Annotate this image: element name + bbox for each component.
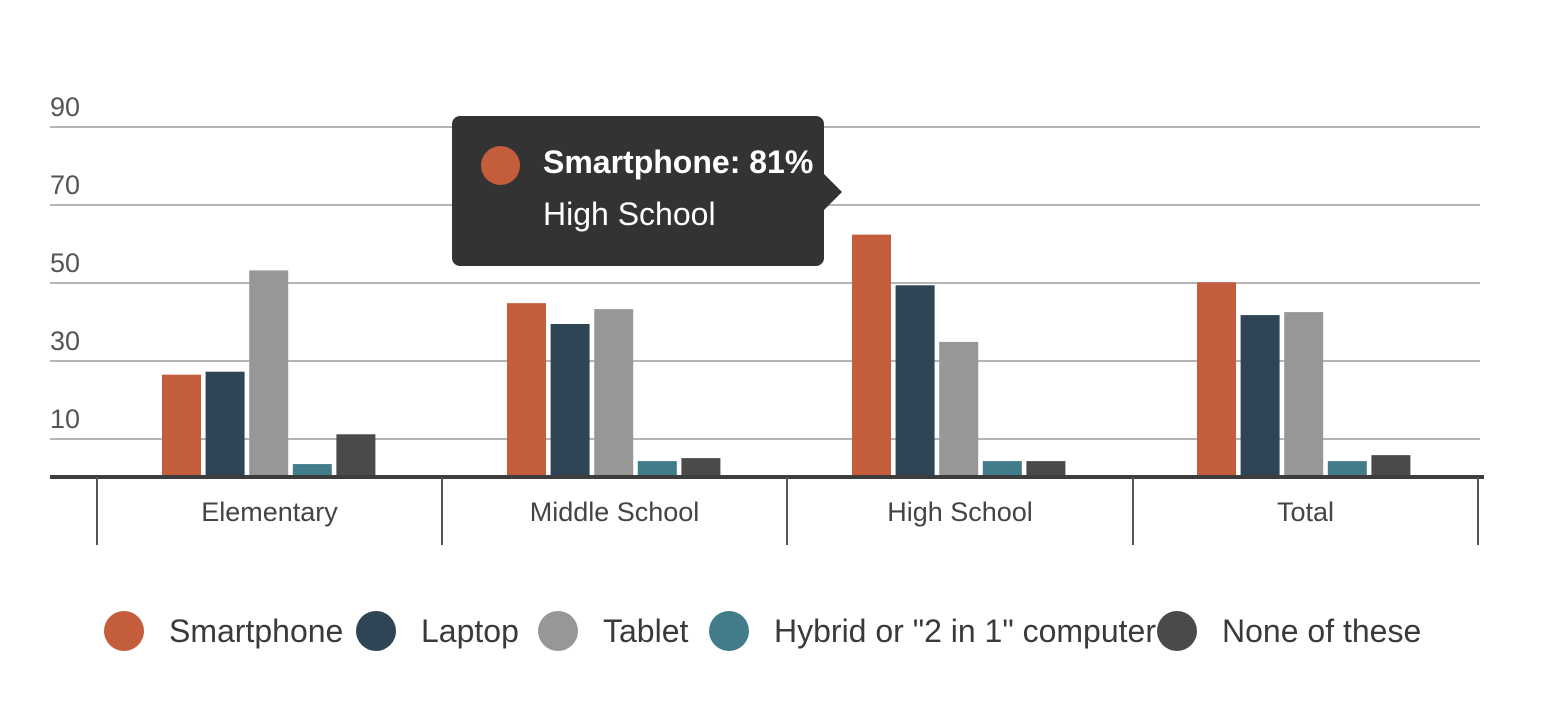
bar-none-of-these-high-school bbox=[1026, 461, 1066, 476]
bar-laptop-middle-school bbox=[550, 324, 590, 476]
bar-hybrid-or-2-in-1-computer-elementary bbox=[292, 464, 332, 476]
bar-none-of-these-elementary bbox=[336, 434, 376, 476]
x-tick-label-total: Total bbox=[1277, 497, 1334, 527]
y-tick-label-50: 50 bbox=[50, 248, 80, 278]
tooltip-title: Smartphone: 81% bbox=[543, 144, 814, 180]
legend-dot-smartphone bbox=[104, 611, 144, 651]
tooltip-subtitle: High School bbox=[543, 196, 716, 232]
bar-tablet-high-school bbox=[939, 341, 979, 476]
y-tick-label-90: 90 bbox=[50, 92, 80, 122]
bar-tablet-total bbox=[1284, 312, 1324, 476]
x-tick-label-high-school: High School bbox=[887, 497, 1033, 527]
legend-label-smartphone: Smartphone bbox=[169, 613, 343, 649]
bar-laptop-high-school bbox=[895, 285, 935, 476]
legend-label-laptop: Laptop bbox=[421, 613, 519, 649]
x-axis: Elementary Middle School High School Total bbox=[50, 475, 1484, 545]
legend-label-none-of-these: None of these bbox=[1222, 613, 1421, 649]
y-tick-label-70: 70 bbox=[50, 170, 80, 200]
y-tick-label-30: 30 bbox=[50, 326, 80, 356]
bar-smartphone-total bbox=[1197, 282, 1236, 476]
x-tick-label-middle-school: Middle School bbox=[530, 497, 700, 527]
tooltip-arrow bbox=[824, 174, 842, 210]
bars bbox=[162, 234, 1411, 476]
bar-smartphone-middle-school bbox=[507, 303, 546, 476]
bar-hybrid-or-2-in-1-computer-high-school bbox=[982, 461, 1022, 476]
x-tick-label-elementary: Elementary bbox=[201, 497, 338, 527]
bar-hybrid-or-2-in-1-computer-middle-school bbox=[637, 461, 677, 476]
bar-tablet-middle-school bbox=[594, 309, 634, 476]
bar-tablet-elementary bbox=[249, 270, 289, 476]
bar-smartphone-elementary bbox=[162, 374, 201, 476]
tooltip-series-dot bbox=[481, 146, 520, 185]
legend-dot-tablet bbox=[538, 611, 578, 651]
bar-laptop-elementary bbox=[205, 371, 245, 476]
bar-none-of-these-middle-school bbox=[681, 458, 721, 476]
tooltip: Smartphone: 81% High School bbox=[452, 116, 842, 266]
legend-dot-laptop bbox=[356, 611, 396, 651]
y-axis-ticks: 90 70 50 30 10 bbox=[50, 92, 80, 434]
legend-dot-none-of-these bbox=[1157, 611, 1197, 651]
y-tick-label-10: 10 bbox=[50, 404, 80, 434]
bar-hybrid-or-2-in-1-computer-total bbox=[1327, 461, 1367, 476]
bar-none-of-these-total bbox=[1371, 455, 1411, 476]
bar-laptop-total bbox=[1240, 315, 1280, 476]
legend-dot-hybrid-or-2-in-1-computer bbox=[709, 611, 749, 651]
legend: Smartphone Laptop Tablet Hybrid or "2 in 1"… bbox=[104, 611, 1421, 651]
legend-label-tablet: Tablet bbox=[603, 613, 689, 649]
bar-smartphone-high-school bbox=[852, 234, 891, 476]
legend-label-hybrid-or-2-in-1-computer: Hybrid or "2 in 1" computer bbox=[774, 613, 1156, 649]
